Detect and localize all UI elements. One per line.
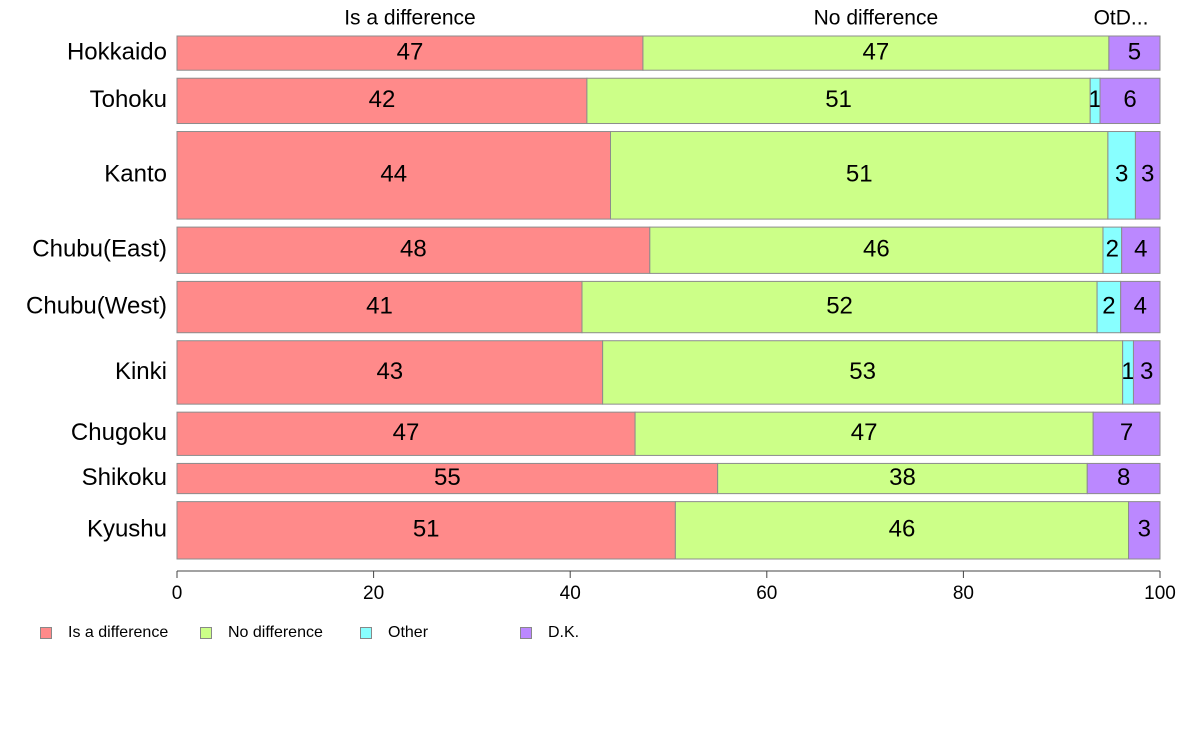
data-label: 38 [889, 464, 916, 491]
data-label: 1 [1088, 86, 1101, 113]
data-label: 3 [1141, 161, 1154, 188]
bar-no-difference [581, 280, 1098, 334]
data-label: 52 [826, 292, 853, 319]
category-label-shikoku: Shikoku [82, 464, 167, 491]
bar-no-difference [717, 462, 1088, 495]
data-label: 46 [889, 516, 916, 543]
bar-d-k [1120, 280, 1161, 334]
bar-no-difference [674, 501, 1130, 560]
bar-d-k [1132, 340, 1161, 405]
legend-label: D.K. [548, 624, 580, 641]
legend-label: Is a difference [68, 624, 169, 641]
bar-is-a-difference [176, 77, 588, 125]
data-label: 3 [1115, 161, 1128, 188]
data-label: 46 [863, 236, 890, 263]
legend-item-no-difference: No difference [200, 624, 323, 642]
category-label-kanto: Kanto [104, 161, 167, 188]
bar-is-a-difference [176, 462, 719, 495]
data-label: 47 [851, 419, 878, 446]
legend-swatch [40, 627, 52, 639]
data-label: 51 [413, 516, 440, 543]
data-label: 42 [369, 86, 396, 113]
category-label-chugoku: Chugoku [71, 419, 167, 446]
data-label: 47 [397, 38, 424, 65]
bar-d-k [1128, 501, 1161, 560]
data-label: 51 [825, 86, 852, 113]
bar-is-a-difference [176, 131, 612, 220]
bar-d-k [1099, 77, 1161, 125]
data-label: 2 [1102, 292, 1115, 319]
top-header: No difference [814, 7, 939, 30]
data-label: 55 [434, 464, 461, 491]
category-label-tohoku: Tohoku [90, 86, 167, 113]
legend-swatch [520, 627, 532, 639]
data-label: 3 [1140, 358, 1153, 385]
category-label-kinki: Kinki [115, 358, 167, 385]
bar-is-a-difference [176, 35, 644, 71]
top-header: OtD... [1094, 7, 1149, 30]
bar-is-a-difference [176, 340, 604, 405]
bar-is-a-difference [176, 501, 676, 560]
data-label: 48 [400, 236, 427, 263]
data-label: 3 [1138, 516, 1151, 543]
legend-label: Other [388, 624, 429, 641]
data-label: 44 [380, 161, 407, 188]
x-tick-label: 20 [363, 583, 384, 604]
bar-is-a-difference [176, 226, 651, 274]
bar-is-a-difference [176, 280, 583, 334]
data-label: 5 [1128, 38, 1141, 65]
data-label: 8 [1117, 464, 1130, 491]
x-tick-label: 60 [756, 583, 777, 604]
data-label: 41 [366, 292, 393, 319]
x-tick-label: 0 [172, 583, 183, 604]
legend-swatch [360, 627, 372, 639]
bar-no-difference [634, 411, 1094, 456]
bar-no-difference [602, 340, 1124, 405]
data-label: 2 [1106, 236, 1119, 263]
x-tick-label: 100 [1144, 583, 1176, 604]
category-label-chubu-west: Chubu(West) [26, 292, 167, 319]
data-label: 47 [863, 38, 890, 65]
data-label: 4 [1134, 292, 1147, 319]
data-label: 51 [846, 161, 873, 188]
legend-swatch [200, 627, 212, 639]
bar-d-k [1108, 35, 1161, 71]
x-tick-label: 40 [560, 583, 581, 604]
bar-no-difference [649, 226, 1104, 274]
bar-d-k [1092, 411, 1161, 456]
top-header: Is a difference [344, 7, 476, 30]
data-label: 4 [1134, 236, 1147, 263]
data-label: 6 [1123, 86, 1136, 113]
legend-item-dk: D.K. [520, 624, 579, 642]
bar-no-difference [642, 35, 1110, 71]
data-label: 43 [376, 358, 403, 385]
category-label-chubu-east: Chubu(East) [32, 236, 167, 263]
data-label: 53 [849, 358, 876, 385]
legend: Is a difference No difference Other D.K. [40, 624, 1140, 644]
legend-item-is-a-difference: Is a difference [40, 624, 168, 642]
category-label-hokkaido: Hokkaido [67, 38, 167, 65]
legend-item-other: Other [360, 624, 428, 642]
bar-is-a-difference [176, 411, 636, 456]
data-label: 47 [393, 419, 420, 446]
bar-d-k [1121, 226, 1161, 274]
bar-d-k [1134, 131, 1161, 220]
bar-no-difference [586, 77, 1091, 125]
bar-other [1107, 131, 1136, 220]
data-label: 1 [1121, 358, 1134, 385]
legend-label: No difference [228, 624, 323, 641]
category-label-kyushu: Kyushu [87, 516, 167, 543]
bar-d-k [1086, 462, 1161, 495]
data-label: 7 [1120, 419, 1133, 446]
bar-no-difference [610, 131, 1109, 220]
x-tick-label: 80 [953, 583, 974, 604]
